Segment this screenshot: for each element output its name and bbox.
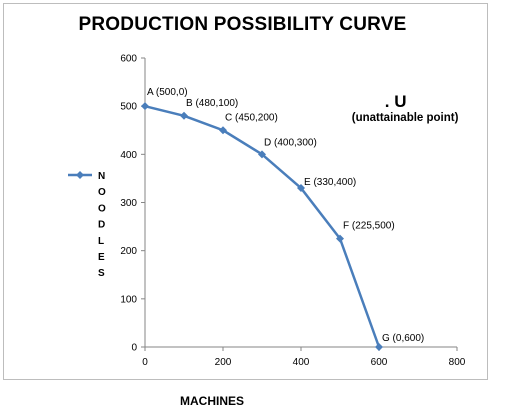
chart-title: PRODUCTION POSSIBILITY CURVE <box>78 14 407 35</box>
x-tick-label: 800 <box>449 357 466 368</box>
data-label: A (500,0) <box>147 87 188 98</box>
y-tick-label: 600 <box>120 54 137 65</box>
annotation-unattainable: (unattainable point) <box>352 112 459 124</box>
x-axis-label: MACHINES <box>180 394 245 408</box>
data-point-marker <box>180 111 188 120</box>
y-tick-label: 100 <box>120 294 137 305</box>
data-label: C (450,200) <box>225 112 278 123</box>
data-label: G (0,600) <box>382 333 424 344</box>
data-point-marker <box>141 102 149 111</box>
y-tick-label: 200 <box>120 246 137 257</box>
data-point-marker <box>336 234 344 243</box>
data-point-marker <box>375 343 383 351</box>
annotation-u: . U <box>385 92 407 111</box>
x-tick-label: 200 <box>215 357 232 368</box>
data-label: E (330,400) <box>304 177 356 188</box>
y-tick-label: 0 <box>131 343 137 354</box>
data-point-marker <box>297 184 305 193</box>
chart-frame <box>3 3 488 380</box>
y-tick-label: 400 <box>120 150 137 161</box>
y-tick-label: 500 <box>120 102 137 113</box>
x-tick-label: 600 <box>371 357 388 368</box>
legend-marker <box>76 171 84 179</box>
data-point-marker <box>258 150 266 159</box>
data-label: B (480,100) <box>186 98 238 109</box>
data-label: D (400,300) <box>264 137 317 148</box>
data-label: F (225,500) <box>343 221 395 232</box>
x-tick-label: 400 <box>293 357 310 368</box>
y-tick-label: 300 <box>120 198 137 209</box>
data-point-marker <box>219 126 227 135</box>
x-tick-label: 0 <box>142 357 148 368</box>
